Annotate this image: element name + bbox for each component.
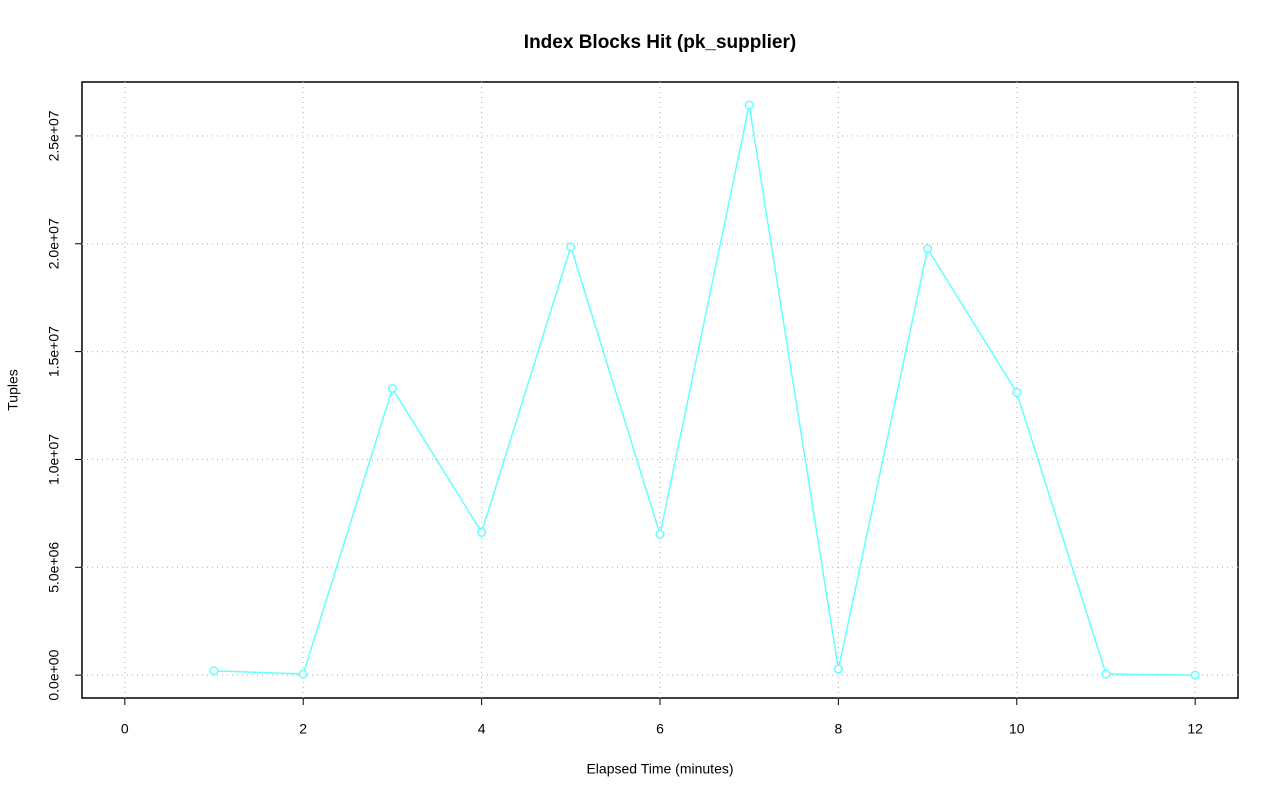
point bbox=[833, 664, 843, 674]
point bbox=[566, 242, 576, 252]
x-tick-label: 8 bbox=[834, 721, 842, 737]
point bbox=[923, 244, 933, 254]
x-axis-label: Elapsed Time (minutes) bbox=[586, 761, 733, 777]
plot-frame bbox=[81, 81, 1239, 699]
x-tick-label: 0 bbox=[121, 721, 129, 737]
point bbox=[1101, 669, 1111, 679]
x-tick-label: 6 bbox=[656, 721, 664, 737]
x-tick-label: 12 bbox=[1187, 721, 1203, 737]
chart-title: Index Blocks Hit (pk_supplier) bbox=[524, 32, 796, 53]
y-tick-label: 2.5e+07 bbox=[46, 110, 62, 161]
x-tick-label: 2 bbox=[299, 721, 307, 737]
x-tick-label: 4 bbox=[478, 721, 486, 737]
point bbox=[655, 529, 665, 539]
y-tick-label: 1.0e+07 bbox=[46, 434, 62, 485]
point bbox=[744, 100, 754, 110]
y-axis-label: Tuples bbox=[5, 369, 21, 411]
y-tick-label: 0.0e+00 bbox=[46, 649, 62, 700]
point bbox=[387, 383, 397, 394]
y-tick-label: 1.5e+07 bbox=[46, 326, 62, 377]
point bbox=[298, 669, 308, 679]
point bbox=[1012, 388, 1022, 398]
x-tick-label: 10 bbox=[1009, 721, 1025, 737]
y-tick-label: 5.0e+06 bbox=[46, 542, 62, 593]
y-tick-label: 2.0e+07 bbox=[46, 218, 62, 269]
series-line bbox=[213, 104, 1196, 676]
point bbox=[1190, 670, 1200, 680]
point bbox=[477, 527, 487, 537]
point bbox=[209, 666, 219, 676]
